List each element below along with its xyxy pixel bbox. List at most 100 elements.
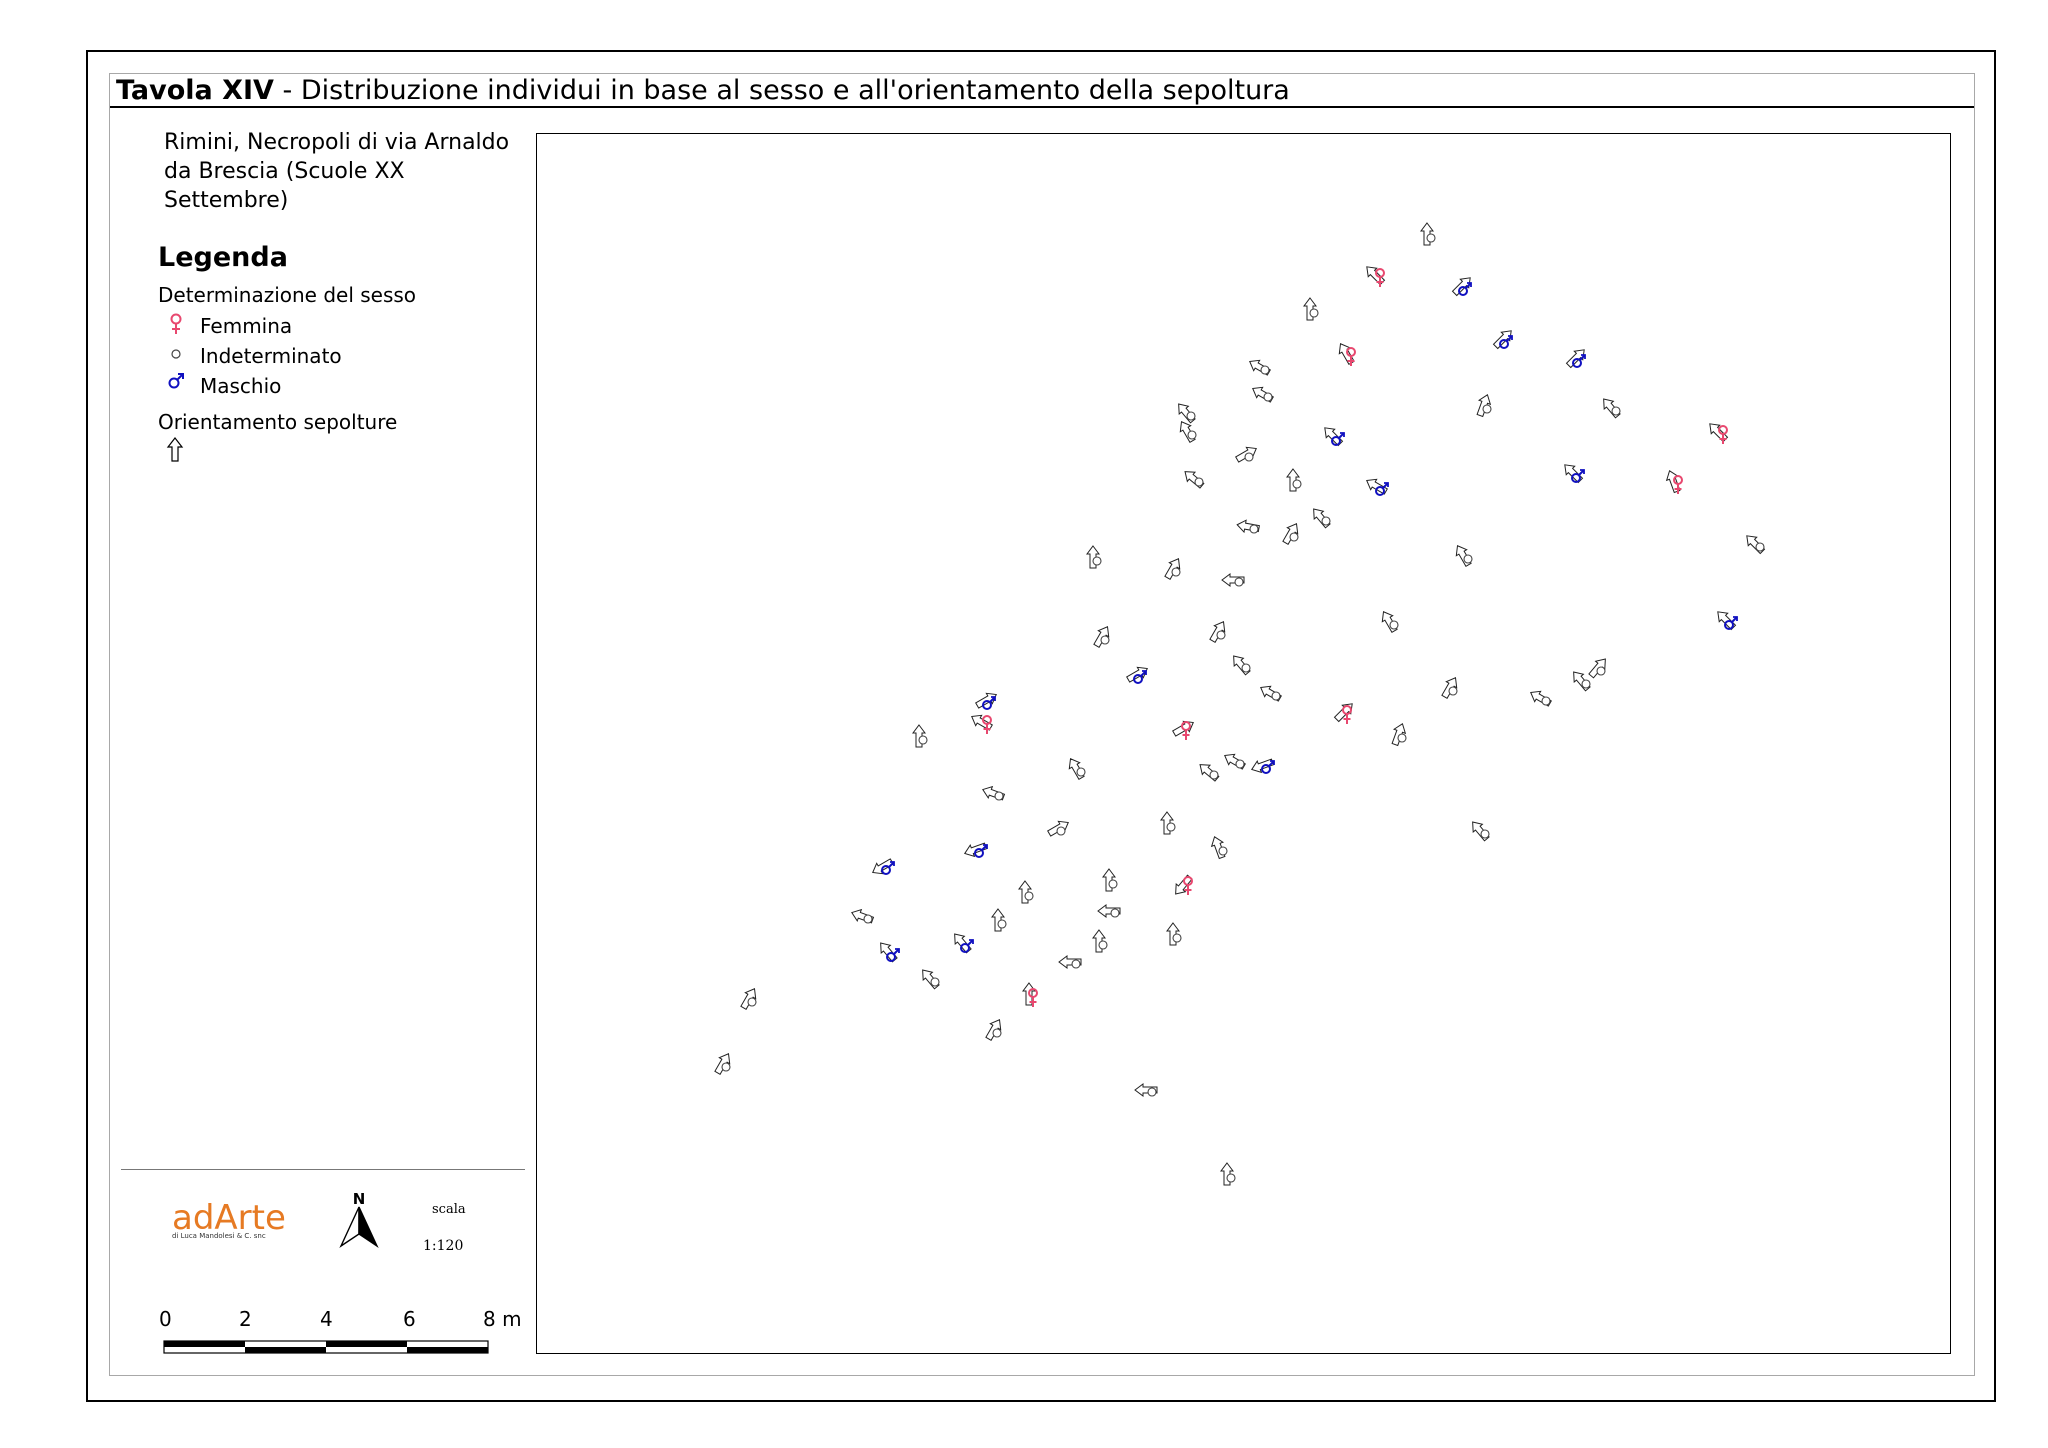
legend-item-female: Femmina	[200, 314, 293, 338]
orientation-arrow	[1573, 671, 1591, 692]
title-bold: Tavola XIV	[116, 75, 274, 106]
undetermined-symbol-icon	[1463, 554, 1473, 564]
logo-subtitle: di Luca Mandolesi & C. snc	[172, 1232, 266, 1240]
undetermined-symbol-icon	[1110, 908, 1120, 918]
burial-marker	[964, 842, 988, 858]
male-symbol-icon	[1571, 469, 1585, 483]
location-text: Rimini, Necropoli di via Arnaldo da Bres…	[164, 130, 510, 213]
male-symbol-icon	[1133, 670, 1147, 684]
legend-separator	[121, 1169, 525, 1170]
legend-title: Legenda	[158, 242, 288, 273]
female-symbol-icon	[1346, 347, 1356, 366]
undetermined-symbol-icon	[1244, 452, 1254, 462]
map-frame	[536, 133, 1951, 1354]
orientation-arrow	[1233, 655, 1251, 676]
scalebar-tick: 2	[239, 1307, 252, 1331]
undetermined-symbol-icon	[1172, 933, 1182, 943]
legend-item-undetermined: Indeterminato	[200, 344, 342, 368]
north-label: N	[353, 1190, 366, 1208]
orientation-arrow	[964, 842, 988, 858]
scale-value: 1:120	[423, 1238, 464, 1254]
undetermined-symbol-icon	[918, 735, 928, 745]
orientation-arrow	[1603, 398, 1621, 419]
undetermined-symbol-icon	[1226, 1173, 1236, 1183]
logo-adarte: adArte	[172, 1198, 286, 1238]
undetermined-symbol-icon	[1171, 567, 1181, 577]
title-rest: - Distribuzione individui in base al ses…	[273, 75, 1290, 106]
undetermined-symbol-icon	[992, 1028, 1002, 1038]
burial-marker	[1282, 523, 1299, 545]
undetermined-symbol-icon	[721, 1062, 731, 1072]
undetermined-symbol-icon	[1480, 829, 1490, 839]
male-symbol-icon	[1499, 335, 1513, 349]
legend-item-male: Maschio	[200, 374, 282, 398]
male-symbol-icon	[1572, 354, 1586, 368]
female-symbol-icon	[1673, 475, 1683, 494]
outer-frame	[86, 50, 1996, 1402]
scalebar-tick: 0	[159, 1307, 172, 1331]
female-symbol-icon	[1718, 425, 1728, 444]
burial-marker	[1338, 343, 1355, 365]
orientation-arrow	[740, 988, 757, 1010]
undetermined-symbol-icon	[1186, 411, 1196, 421]
undetermined-symbol-icon	[1292, 479, 1302, 489]
undetermined-symbol-icon	[1596, 666, 1606, 676]
scale-label: scala	[432, 1202, 466, 1217]
orientation-arrow	[1366, 478, 1388, 495]
undetermined-symbol-icon	[997, 919, 1007, 929]
undetermined-symbol-icon	[1108, 879, 1118, 889]
scalebar-tick: 4	[320, 1307, 333, 1331]
burial-marker	[1366, 478, 1388, 495]
orientation-arrow	[1476, 394, 1492, 418]
inner-frame	[109, 73, 1975, 1376]
burial-marker	[714, 1053, 731, 1075]
orientation-arrow	[1313, 508, 1331, 529]
legend-sex-heading: Determinazione del sesso	[158, 283, 417, 307]
orientation-arrow	[714, 1053, 731, 1075]
burial-marker	[1164, 558, 1181, 580]
undetermined-symbol-icon	[1024, 891, 1034, 901]
scalebar-tick: 8 m	[483, 1307, 522, 1331]
undetermined-symbol-icon	[1309, 308, 1319, 318]
undetermined-symbol-icon	[1755, 542, 1765, 552]
orientation-arrow	[1391, 723, 1407, 747]
burial-marker	[1178, 403, 1196, 424]
female-symbol-icon	[1183, 876, 1193, 895]
orientation-arrow	[1338, 343, 1355, 365]
undetermined-symbol-icon	[1147, 1087, 1157, 1097]
undetermined-symbol-icon	[1321, 516, 1331, 526]
undetermined-symbol-icon	[1541, 696, 1551, 706]
undetermined-symbol-icon	[1611, 406, 1621, 416]
undetermined-symbol-icon	[863, 914, 873, 924]
male-symbol-icon	[1331, 432, 1345, 446]
burial-marker	[1441, 677, 1458, 699]
male-symbol-icon	[974, 844, 988, 858]
burial-marker	[1313, 508, 1331, 529]
burial-marker	[1573, 671, 1591, 692]
undetermined-symbol-icon	[1187, 430, 1197, 440]
burial-marker	[1209, 621, 1226, 643]
orientation-arrow	[1164, 558, 1181, 580]
female-symbol-icon	[982, 715, 992, 734]
male-symbol-icon	[881, 861, 895, 875]
orientation-arrow	[1178, 403, 1196, 424]
male-symbol-icon	[168, 373, 184, 389]
undetermined-symbol-icon	[171, 349, 181, 359]
undetermined-symbol-icon	[1426, 233, 1436, 243]
orientation-arrow	[985, 1019, 1002, 1041]
undetermined-symbol-icon	[1098, 940, 1108, 950]
undetermined-symbol-icon	[994, 791, 1004, 801]
burial-marker	[1093, 626, 1110, 648]
female-symbol-icon	[1181, 721, 1191, 740]
undetermined-symbol-icon	[1271, 691, 1281, 701]
female-symbol-icon	[1342, 705, 1352, 724]
burial-map	[714, 222, 1766, 1186]
undetermined-symbol-icon	[1218, 846, 1228, 856]
page-title: Tavola XIV - Distribuzione individui in …	[110, 74, 1974, 108]
legend-orientation-heading: Orientamento sepolture	[158, 410, 398, 434]
undetermined-symbol-icon	[1389, 620, 1399, 630]
female-symbol-icon	[1028, 988, 1038, 1007]
orientation-arrow	[1282, 523, 1299, 545]
undetermined-symbol-icon	[1166, 822, 1176, 832]
burial-marker	[740, 988, 757, 1010]
